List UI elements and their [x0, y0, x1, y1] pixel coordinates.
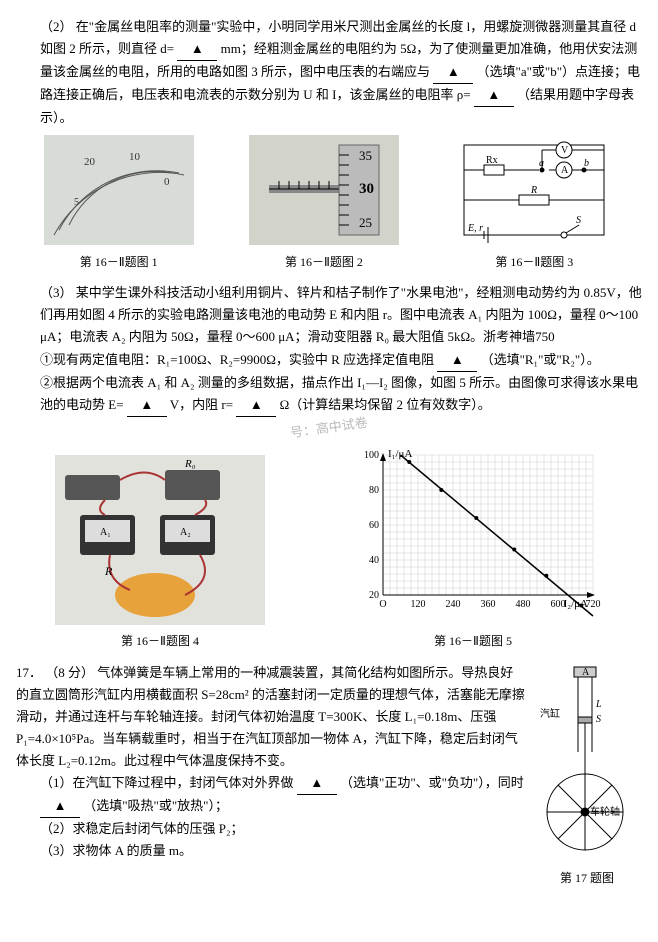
q3-blank-E: ▲	[127, 394, 167, 417]
q2-figures: 20 10 0 5 第 16－Ⅱ题图 1 35 30	[16, 135, 642, 272]
gas-spring-diagram: A 汽缸 L S 车轮轴	[532, 662, 642, 862]
q3-blank-r: ▲	[236, 394, 276, 417]
q17-sub1-b: （选填"正功"、或"负功"），同时	[340, 775, 524, 790]
svg-text:V: V	[561, 145, 569, 156]
svg-text:O: O	[379, 599, 386, 610]
q3-p2-b: V，内阻 r=	[170, 397, 233, 412]
fig3-caption: 第 16－Ⅱ题图 3	[454, 252, 614, 272]
q17-score: （8 分）	[45, 665, 94, 680]
fig5-caption: 第 16－Ⅱ题图 5	[343, 631, 603, 651]
figure-16-2-3: V Rx a b A R E, r S 第 16－Ⅱ题图 3	[454, 135, 614, 272]
svg-text:20: 20	[84, 156, 96, 168]
question-3: （3） 某中学生课外科技活动小组利用铜片、锌片和桔子制作了"水果电池"，经粗测电…	[16, 282, 642, 651]
q3-part2: ②根据两个电流表 A₁ 和 A₂ 测量的多组数据，描点作出 I₁—I₂ 图像，如…	[40, 372, 642, 417]
gauge-dial-image: 20 10 0 5	[44, 135, 194, 245]
q3-p1-b: （选填"R₁"或"R₂"）。	[481, 352, 600, 367]
svg-text:R₀: R₀	[184, 458, 196, 470]
fig2-caption: 第 16－Ⅱ题图 2	[249, 252, 399, 272]
watermark-text: 号：高中试卷	[289, 411, 369, 444]
q2-blank-rho: ▲	[474, 84, 514, 107]
svg-text:A: A	[582, 667, 590, 678]
svg-text:60: 60	[369, 520, 379, 531]
svg-text:A₂: A₂	[180, 527, 191, 538]
figure-17: A 汽缸 L S 车轮轴 第 17 题图	[532, 662, 642, 889]
svg-text:S: S	[596, 714, 601, 725]
svg-text:I₁/μA: I₁/μA	[388, 448, 412, 460]
svg-text:120: 120	[411, 599, 426, 610]
q3-label: （3）	[40, 285, 73, 300]
q17-sub1-c: （选填"吸热"或"放热"）；	[83, 798, 228, 813]
question-17: A 汽缸 L S 车轮轴 第 17 题图 17． （8 分） 气体弹簧是车辆上常…	[16, 662, 642, 889]
svg-text:车轮轴: 车轮轴	[590, 805, 620, 818]
q2-body: （2） 在"金属丝电阻率的测量"实验中，小明同学用米尺测出金属丝的长度 l，用螺…	[16, 16, 642, 129]
figure-16-2-5: 20406080100O120240360480600720I₁/μAI₂/μA…	[343, 445, 603, 652]
circuit-photo-4: R₀ A₁ A₂ R	[55, 455, 265, 625]
q3-p1-a: ①现有两定值电阻：R₁=100Ω、R₂=9900Ω，实验中 R 应选择定值电阻	[40, 352, 434, 367]
svg-text:a: a	[539, 158, 544, 169]
svg-text:40: 40	[369, 555, 379, 566]
svg-text:480: 480	[516, 599, 531, 610]
svg-text:b: b	[584, 158, 589, 169]
svg-text:E, r: E, r	[467, 223, 483, 234]
q3-blank-R: ▲	[437, 349, 477, 372]
q2-label: （2）	[40, 19, 73, 34]
q3-p2-c: Ω（计算结果均保留 2 位有效数字）。	[280, 397, 491, 412]
q17-label: 17．	[16, 665, 42, 680]
fig4-caption: 第 16－Ⅱ题图 4	[55, 631, 265, 651]
svg-text:R: R	[530, 185, 537, 196]
svg-text:20: 20	[369, 590, 379, 601]
svg-text:S: S	[576, 215, 581, 226]
q17-sub1-a: （1）在汽缸下降过程中，封闭气体对外界做	[40, 775, 294, 790]
q3-part1: ①现有两定值电阻：R₁=100Ω、R₂=9900Ω，实验中 R 应选择定值电阻 …	[40, 349, 642, 372]
svg-text:A₁: A₁	[100, 527, 111, 538]
fig1-caption: 第 16－Ⅱ题图 1	[44, 252, 194, 272]
figure-16-2-1: 20 10 0 5 第 16－Ⅱ题图 1	[44, 135, 194, 272]
svg-text:30: 30	[359, 181, 374, 197]
q17-blank-work: ▲	[297, 772, 337, 795]
q17-blank-heat: ▲	[40, 795, 80, 818]
svg-text:L: L	[595, 699, 602, 710]
svg-text:Rx: Rx	[486, 155, 498, 166]
svg-text:100: 100	[364, 450, 379, 461]
svg-text:80: 80	[369, 485, 379, 496]
svg-text:0: 0	[164, 176, 170, 188]
q2-blank-d: ▲	[177, 38, 217, 61]
svg-text:R: R	[104, 564, 113, 578]
micrometer-image: 35 30 25	[249, 135, 399, 245]
svg-text:5: 5	[74, 197, 79, 208]
q2-blank-ab: ▲	[433, 61, 473, 84]
fig17-caption: 第 17 题图	[532, 868, 642, 888]
q3-text1: 某中学生课外科技活动小组利用铜片、锌片和桔子制作了"水果电池"，经粗测电动势约为…	[40, 285, 642, 344]
svg-text:240: 240	[446, 599, 461, 610]
q3-body: （3） 某中学生课外科技活动小组利用铜片、锌片和桔子制作了"水果电池"，经粗测电…	[16, 282, 642, 417]
figure-16-2-4: R₀ A₁ A₂ R 第 16－Ⅱ题图 4	[55, 455, 265, 652]
circuit-diagram-3: V Rx a b A R E, r S	[454, 135, 614, 245]
figure-16-2-2: 35 30 25 第 16－Ⅱ题图 2	[249, 135, 399, 272]
svg-text:360: 360	[481, 599, 496, 610]
svg-text:10: 10	[129, 151, 141, 163]
question-2: （2） 在"金属丝电阻率的测量"实验中，小明同学用米尺测出金属丝的长度 l，用螺…	[16, 16, 642, 272]
svg-text:汽缸: 汽缸	[540, 707, 560, 720]
svg-text:A: A	[561, 165, 569, 176]
graph-i1-i2: 20406080100O120240360480600720I₁/μAI₂/μA	[343, 445, 603, 625]
svg-text:35: 35	[359, 148, 372, 163]
svg-text:25: 25	[359, 215, 372, 230]
q17-text1: 气体弹簧是车辆上常用的一种减震装置，其简化结构如图所示。导热良好的直立圆筒形汽缸…	[16, 665, 525, 768]
q3-figures: R₀ A₁ A₂ R 第 16－Ⅱ题图 4 20 40 60 80 100 O 120 240…	[16, 445, 642, 652]
watermark-row: 号：高中试卷	[16, 417, 642, 439]
